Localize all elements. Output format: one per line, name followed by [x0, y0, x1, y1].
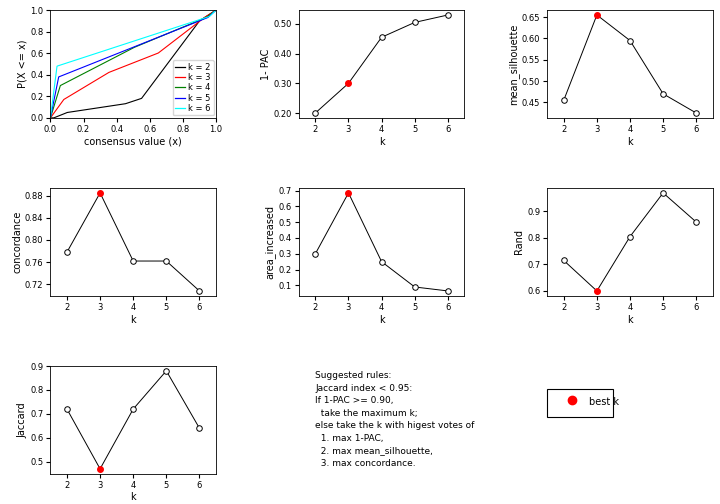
X-axis label: k: k	[130, 314, 136, 325]
X-axis label: k: k	[627, 314, 633, 325]
Y-axis label: concordance: concordance	[12, 211, 22, 273]
Y-axis label: Rand: Rand	[514, 229, 524, 255]
X-axis label: k: k	[379, 314, 384, 325]
Text: best k: best k	[588, 397, 618, 407]
Y-axis label: Jaccard: Jaccard	[17, 402, 27, 437]
X-axis label: consensus value (x): consensus value (x)	[84, 137, 182, 147]
Y-axis label: 1- PAC: 1- PAC	[261, 48, 271, 80]
Y-axis label: area_increased: area_increased	[265, 205, 276, 279]
FancyBboxPatch shape	[547, 389, 613, 417]
Y-axis label: P(X <= x): P(X <= x)	[17, 40, 27, 88]
Y-axis label: mean_silhouette: mean_silhouette	[508, 23, 519, 105]
Legend: k = 2, k = 3, k = 4, k = 5, k = 6: k = 2, k = 3, k = 4, k = 5, k = 6	[173, 60, 214, 115]
Text: Suggested rules:
Jaccard index < 0.95:
If 1-PAC >= 0.90,
  take the maximum k;
e: Suggested rules: Jaccard index < 0.95: I…	[315, 371, 474, 468]
X-axis label: k: k	[130, 492, 136, 502]
X-axis label: k: k	[627, 137, 633, 147]
X-axis label: k: k	[379, 137, 384, 147]
